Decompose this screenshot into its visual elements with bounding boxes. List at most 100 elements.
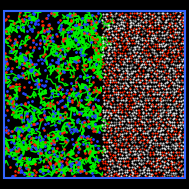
Point: [52, 39, 55, 42]
Point: [7, 35, 10, 38]
Point: [129, 135, 132, 138]
Point: [162, 109, 165, 112]
Point: [173, 142, 176, 145]
Point: [133, 42, 136, 45]
Point: [169, 61, 172, 64]
Point: [108, 52, 111, 55]
Point: [141, 87, 144, 90]
Point: [174, 57, 177, 60]
Point: [138, 46, 141, 49]
Point: [95, 88, 98, 91]
Point: [177, 174, 180, 177]
Point: [121, 132, 124, 136]
Point: [180, 25, 184, 28]
Point: [153, 128, 156, 131]
Point: [178, 138, 181, 141]
Point: [64, 104, 67, 107]
Point: [56, 93, 59, 96]
Point: [167, 168, 170, 171]
Point: [119, 87, 122, 90]
Point: [65, 157, 68, 160]
Point: [112, 175, 115, 178]
Point: [113, 87, 116, 90]
Point: [114, 57, 117, 60]
Point: [14, 174, 17, 177]
Point: [54, 52, 57, 55]
Point: [167, 103, 170, 106]
Point: [110, 85, 113, 88]
Point: [172, 86, 175, 89]
Point: [88, 32, 91, 35]
Point: [132, 80, 135, 83]
Point: [34, 22, 37, 25]
Point: [167, 84, 170, 87]
Point: [74, 37, 77, 40]
Point: [114, 164, 117, 167]
Point: [171, 60, 174, 63]
Point: [129, 108, 132, 111]
Point: [113, 47, 116, 50]
Point: [160, 39, 163, 42]
Point: [126, 171, 129, 174]
Point: [18, 35, 21, 38]
Point: [174, 57, 177, 60]
Point: [51, 102, 54, 105]
Point: [137, 101, 140, 104]
Point: [162, 118, 165, 121]
Point: [172, 117, 175, 120]
Point: [23, 101, 26, 104]
Point: [154, 141, 157, 144]
Point: [154, 120, 157, 123]
Point: [109, 41, 112, 44]
Point: [144, 144, 147, 147]
Point: [161, 171, 164, 174]
Point: [18, 76, 21, 79]
Point: [61, 173, 64, 176]
Point: [165, 81, 168, 84]
Point: [174, 72, 177, 75]
Point: [173, 116, 176, 119]
Point: [113, 35, 116, 38]
Point: [114, 15, 117, 18]
Point: [182, 39, 185, 42]
Point: [132, 99, 136, 102]
Point: [180, 160, 183, 163]
Point: [176, 69, 179, 72]
Point: [152, 163, 155, 166]
Point: [98, 90, 101, 93]
Point: [14, 78, 17, 81]
Point: [43, 165, 46, 168]
Point: [131, 97, 134, 100]
Point: [165, 72, 168, 75]
Point: [121, 84, 124, 87]
Point: [118, 162, 121, 165]
Point: [124, 35, 127, 38]
Point: [144, 29, 147, 32]
Point: [94, 20, 97, 23]
Point: [107, 62, 110, 65]
Point: [175, 100, 178, 103]
Point: [27, 80, 30, 83]
Point: [79, 50, 82, 53]
Point: [136, 132, 139, 135]
Point: [62, 104, 65, 107]
Point: [155, 158, 158, 161]
Point: [175, 144, 178, 147]
Point: [120, 23, 123, 26]
Point: [143, 36, 146, 39]
Point: [108, 169, 111, 172]
Point: [149, 160, 152, 163]
Point: [115, 48, 118, 51]
Point: [140, 175, 143, 178]
Point: [166, 66, 169, 69]
Point: [149, 45, 152, 48]
Point: [182, 87, 185, 90]
Point: [143, 114, 146, 117]
Point: [142, 156, 145, 160]
Point: [101, 148, 104, 151]
Point: [113, 41, 116, 44]
Point: [162, 44, 165, 47]
Point: [95, 37, 98, 40]
Point: [113, 57, 116, 60]
Point: [110, 71, 113, 74]
